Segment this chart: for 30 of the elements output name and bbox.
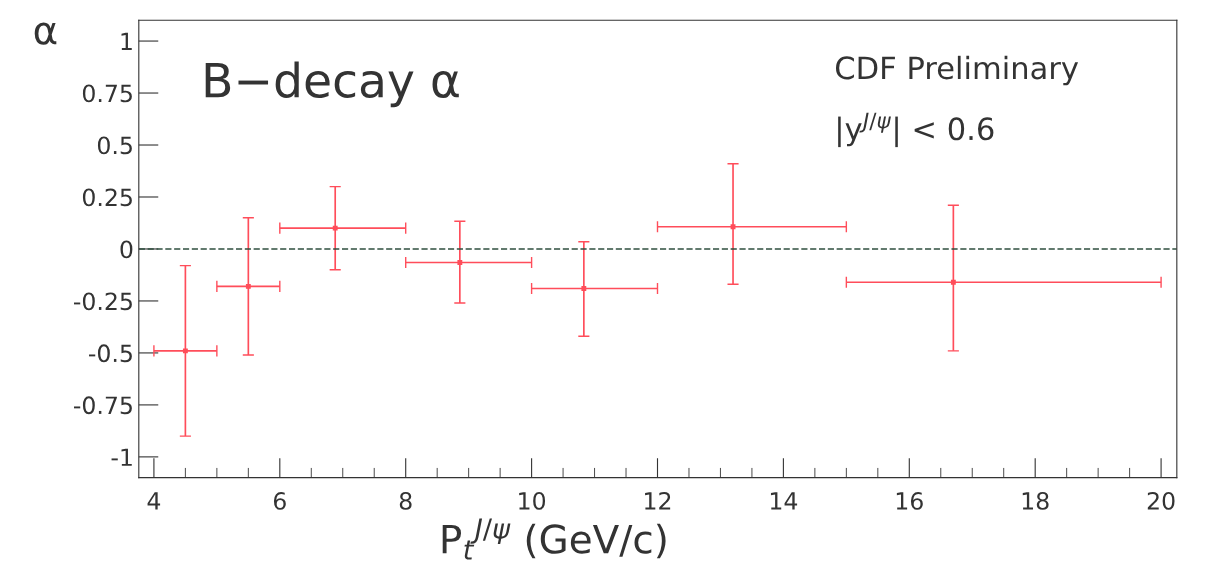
point — [245, 283, 251, 289]
point — [182, 348, 188, 354]
x-tick-label: 16 — [896, 491, 923, 510]
point — [581, 286, 587, 291]
x-tick-label: 10 — [519, 491, 546, 510]
x-tick-label: 20 — [1147, 491, 1175, 510]
y-axis-title: α — [34, 22, 57, 45]
y-tick-label: -0.75 — [74, 396, 132, 415]
point — [332, 225, 338, 231]
x-tick-label: 8 — [399, 491, 412, 510]
annotation: |y$^{J/ψ}$| < 0.6 — [838, 112, 994, 148]
x-tick-label: 14 — [770, 492, 798, 510]
y-tick-label: -0.25 — [74, 292, 132, 311]
x-tick-label: 6 — [273, 491, 286, 510]
point — [730, 224, 736, 230]
y-tick-label: -0.5 — [89, 344, 132, 363]
y-tick-label: 1 — [121, 32, 132, 51]
x-axis-title: P$_{t}$$^{J/ψ}$ (GeV/c) — [442, 518, 666, 560]
point — [950, 279, 956, 285]
y-tick-label: 0 — [120, 240, 133, 259]
y-tick-label: 0.5 — [97, 136, 132, 155]
x-tick-label: 12 — [645, 491, 671, 510]
x-tick-label: 4 — [147, 492, 161, 510]
y-tick-label: -1 — [111, 448, 132, 466]
annotation: CDF Preliminary — [835, 55, 1079, 86]
y-tick-label: 0.75 — [82, 84, 132, 103]
y-tick-label: 0.25 — [82, 188, 132, 207]
x-tick-label: 18 — [1022, 491, 1049, 510]
point — [457, 260, 463, 265]
text: B−decay α — [205, 61, 459, 108]
